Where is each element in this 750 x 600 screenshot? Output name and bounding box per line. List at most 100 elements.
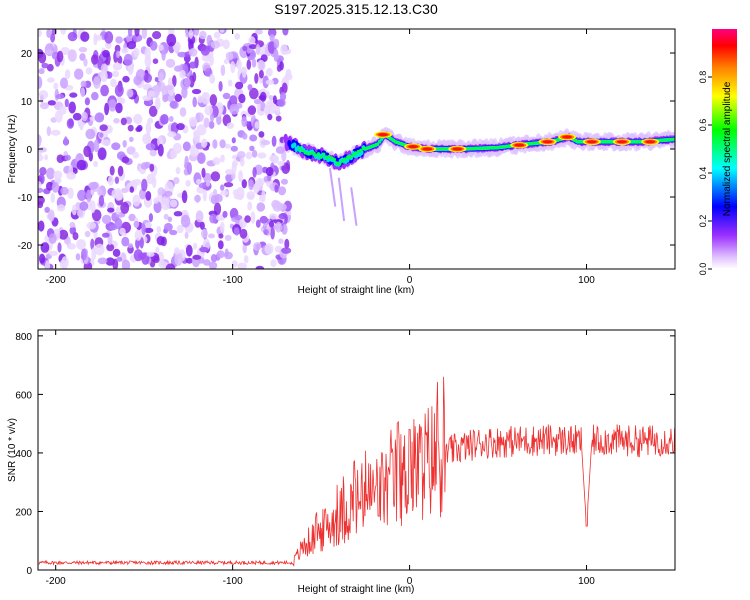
ridge-green: [579, 140, 583, 144]
noise-blob: [166, 33, 177, 47]
noise-blob: [123, 53, 133, 66]
noise-blob: [263, 229, 269, 235]
noise-blob: [165, 263, 176, 269]
noise-blob: [248, 36, 256, 45]
noise-blob: [247, 105, 257, 116]
ridge-green: [372, 144, 376, 148]
noise-blob: [252, 166, 257, 178]
noise-blob: [197, 95, 203, 104]
noise-blob: [202, 189, 207, 202]
noise-blob: [278, 238, 284, 244]
noise-blob: [120, 117, 127, 126]
noise-blob: [184, 231, 189, 239]
snr-xtick-label: -100: [223, 576, 243, 587]
noise-blob: [220, 64, 226, 77]
noise-blob: [114, 84, 124, 97]
noise-blob: [209, 74, 216, 84]
noise-blob: [78, 46, 88, 53]
noise-blob: [48, 209, 55, 222]
spectrogram-ytick-label: 20: [21, 49, 33, 60]
noise-blob: [146, 251, 155, 257]
noise-blob: [222, 39, 230, 50]
noise-blob: [175, 166, 181, 175]
noise-blob: [258, 59, 265, 71]
noise-blob: [134, 29, 140, 37]
noise-blob: [272, 155, 279, 164]
noise-blob: [232, 160, 238, 168]
noise-blob: [108, 99, 117, 112]
noise-blob: [192, 96, 197, 108]
noise-blob: [44, 206, 50, 213]
spectrogram-ytick-label: -20: [18, 241, 33, 252]
spectrogram-ytick-label: 0: [26, 145, 32, 156]
noise-blob: [284, 238, 290, 250]
noise-blob: [98, 194, 105, 207]
noise-blob: [100, 84, 109, 97]
ridge-green: [635, 140, 639, 144]
ridge-green: [603, 140, 607, 144]
noise-blob: [169, 116, 174, 122]
noise-blob: [149, 149, 157, 157]
ridge-green: [335, 161, 339, 165]
noise-blob: [208, 120, 215, 129]
noise-blob: [38, 195, 45, 205]
ridge-green: [303, 151, 307, 155]
noise-blob: [164, 190, 173, 197]
ridge-green: [388, 136, 392, 140]
colorbar-tick-label: 0.0: [698, 263, 708, 276]
noise-blob: [86, 221, 97, 230]
noise-blob: [66, 243, 77, 250]
noise-blob: [133, 249, 143, 262]
ridge-green: [338, 162, 342, 166]
snr-ytick-label: 400: [15, 449, 32, 460]
ridge-green: [529, 142, 533, 146]
noise-blob: [259, 215, 268, 224]
noise-blob: [214, 194, 223, 203]
noise-blob: [249, 87, 259, 100]
ridge-green: [401, 142, 405, 147]
ridge-green: [497, 145, 501, 149]
ridge-green: [470, 147, 474, 151]
noise-blob: [185, 179, 191, 187]
noise-blob: [84, 97, 90, 106]
noise-blob: [38, 181, 42, 189]
noise-blob: [249, 134, 258, 142]
ridge-streak: [328, 168, 337, 207]
noise-blob: [40, 242, 50, 253]
ridge-green: [340, 159, 344, 163]
noise-blob: [154, 77, 159, 82]
noise-blob: [44, 49, 54, 55]
spectrogram-ylabel: Frequency (Hz): [7, 115, 18, 184]
ridge-peak: [562, 135, 573, 139]
noise-blob: [270, 259, 277, 268]
noise-blob: [203, 117, 210, 128]
colorbar: 0.0 0.2 0.4 0.6 0.8 Normalized spectral ampl…: [698, 29, 737, 275]
colorbar-ticks: 0.0 0.2 0.4 0.6 0.8: [698, 71, 712, 276]
noise-blob: [107, 207, 115, 213]
ridge-green: [438, 147, 443, 151]
noise-blob: [187, 162, 192, 175]
noise-blob: [193, 195, 202, 203]
noise-blob: [227, 79, 233, 87]
noise-blob: [71, 204, 77, 216]
noise-blob: [158, 261, 169, 269]
noise-blob: [224, 234, 232, 241]
noise-blob: [140, 162, 149, 170]
ridge-green: [300, 149, 305, 153]
noise-blob: [142, 95, 152, 101]
noise-blob: [209, 113, 215, 123]
noise-blob: [93, 33, 98, 46]
snr-panel: -200 -100 0 100 0 200 400 600 800 Height of stra…: [7, 329, 676, 595]
noise-blob: [235, 81, 244, 90]
noise-blob: [141, 29, 148, 39]
spectrogram-ytick-label: 10: [21, 97, 33, 108]
noise-blob: [201, 167, 206, 178]
ridge-green: [465, 147, 469, 151]
ridge-green: [661, 138, 666, 142]
noise-blob: [116, 95, 123, 103]
ridge-green: [494, 146, 498, 150]
noise-blob: [218, 233, 224, 239]
noise-blob: [219, 139, 226, 149]
noise-blob: [38, 76, 43, 89]
ridge-peak: [378, 133, 389, 137]
